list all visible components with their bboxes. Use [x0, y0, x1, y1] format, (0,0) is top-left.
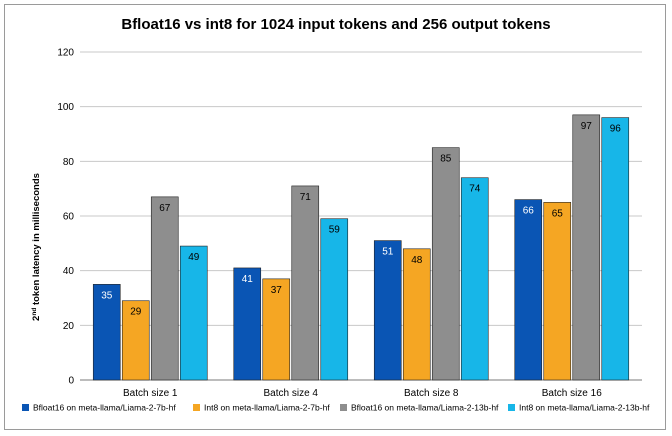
- x-tick-label: Batch size 8: [404, 388, 459, 399]
- data-label: 74: [469, 184, 481, 195]
- legend-label: Int8 on meta-llama/Liama-2-13b-hf: [519, 403, 650, 413]
- bar: [262, 278, 291, 381]
- data-label: 29: [130, 307, 142, 318]
- bar: [601, 117, 630, 381]
- bar: [179, 245, 208, 381]
- legend-swatch: [508, 404, 515, 411]
- bar: [373, 240, 402, 381]
- legend-swatch: [340, 404, 347, 411]
- y-tick-label: 20: [63, 321, 75, 332]
- bar: [320, 218, 349, 381]
- legend-swatch: [193, 404, 200, 411]
- y-axis-label: 2nd token latency in milliseconds: [31, 173, 43, 321]
- data-label: 85: [440, 154, 452, 165]
- legend: Bfloat16 on meta-llama/Liama-2-7b-hf Int8…: [22, 403, 650, 413]
- data-label: 48: [411, 255, 423, 266]
- y-tick-label: 80: [63, 157, 75, 168]
- bar: [150, 196, 179, 381]
- data-label: 51: [382, 247, 394, 258]
- legend-swatch: [22, 404, 29, 411]
- bar: [291, 185, 320, 381]
- y-tick-label: 120: [57, 48, 74, 59]
- y-tick-label: 60: [63, 212, 75, 223]
- x-tick-label: Batch size 4: [264, 388, 319, 399]
- legend-label: Int8 on meta-llama/Liama-2-7b-hf: [204, 403, 330, 413]
- chart-title: Bfloat16 vs int8 for 1024 input tokens a…: [121, 16, 551, 33]
- bar: [460, 177, 489, 381]
- bar: [514, 199, 543, 381]
- y-axis-ticks: 0 20 40 60 80 100 120: [57, 48, 74, 387]
- legend-label: Bfloat16 on meta-llama/Liama-2-13b-hf: [351, 403, 499, 413]
- data-label: 35: [101, 290, 113, 301]
- bar: [402, 248, 431, 381]
- data-label: 41: [242, 274, 254, 285]
- x-tick-label: Batch size 1: [123, 388, 178, 399]
- bar: [92, 284, 121, 381]
- data-label: 96: [610, 124, 622, 135]
- data-label: 65: [552, 208, 564, 219]
- data-label: 67: [159, 203, 171, 214]
- y-tick-label: 0: [68, 376, 74, 387]
- bars: 35 29 67 49 41 37 71 59 51 48 85 74 66 65 97 96: [92, 114, 630, 381]
- bar: [121, 300, 150, 381]
- data-label: 66: [523, 206, 535, 217]
- legend-label: Bfloat16 on meta-llama/Liama-2-7b-hf: [33, 403, 176, 413]
- y-tick-label: 100: [57, 102, 74, 113]
- data-label: 37: [271, 285, 283, 296]
- x-tick-label: Batch size 16: [542, 388, 602, 399]
- bar: [543, 202, 572, 381]
- data-label: 71: [300, 192, 312, 203]
- y-tick-label: 40: [63, 266, 75, 277]
- bar: [431, 147, 460, 381]
- bar: [572, 114, 601, 381]
- data-label: 49: [188, 252, 200, 263]
- x-axis-ticks: Batch size 1 Batch size 4 Batch size 8 Batc…: [123, 388, 602, 399]
- data-label: 97: [581, 121, 593, 132]
- bar: [233, 267, 262, 381]
- data-label: 59: [329, 225, 341, 236]
